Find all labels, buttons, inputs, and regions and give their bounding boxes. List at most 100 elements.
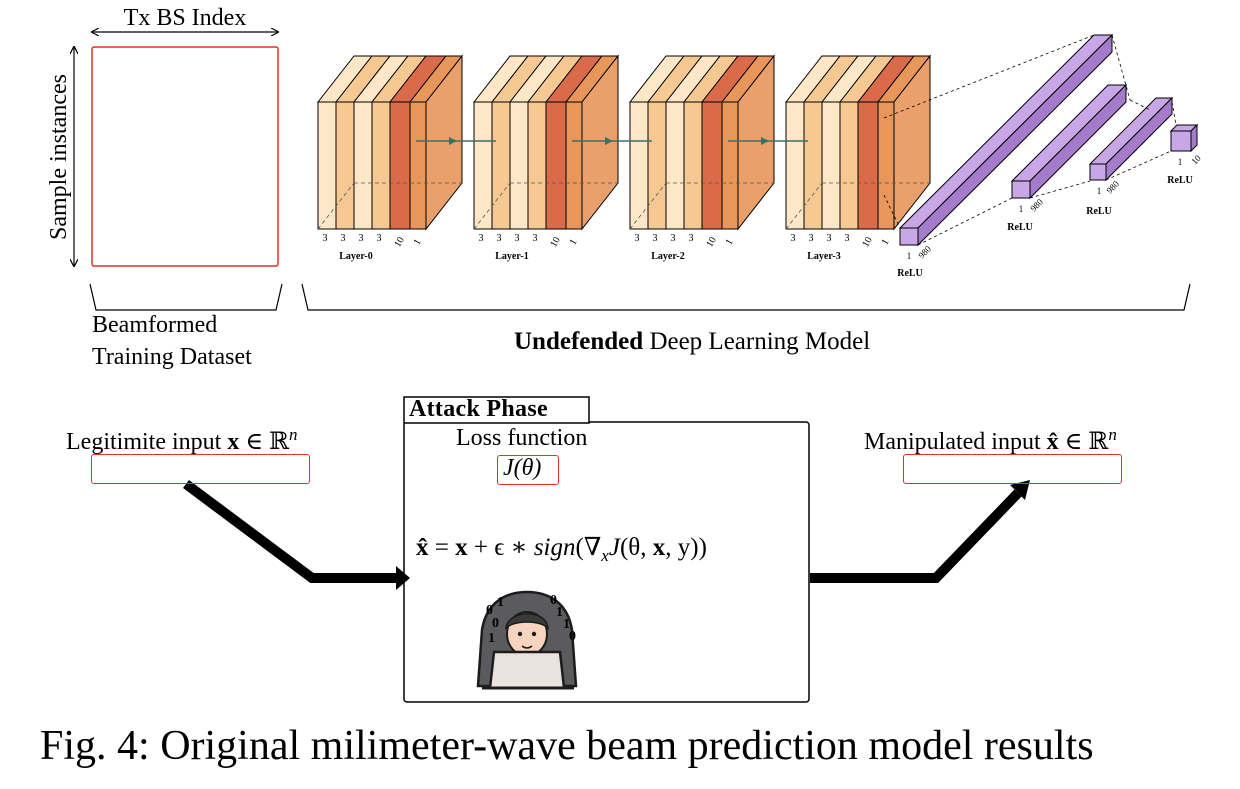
conv-dim-label: 3 bbox=[809, 233, 814, 244]
dense-dim-label: 980 bbox=[916, 243, 933, 260]
dense-connector bbox=[1171, 101, 1177, 126]
input-arrow bbox=[183, 479, 398, 583]
conv-layer-label: Layer-3 bbox=[807, 251, 841, 262]
conv-slice-face bbox=[335, 101, 355, 230]
output-arrowhead bbox=[1010, 480, 1030, 500]
attack-title-frame bbox=[403, 396, 590, 424]
input-set-sup: n bbox=[289, 425, 298, 444]
conv-dim-label: 3 bbox=[515, 233, 520, 244]
dense-dim-label: 1 bbox=[1097, 186, 1102, 196]
dataset-x-label: Tx BS Index bbox=[124, 5, 247, 31]
conv-slice-face bbox=[821, 101, 841, 230]
dense-connector bbox=[1029, 180, 1091, 199]
dense-dim-label: 10 bbox=[1189, 153, 1203, 167]
conv-dim-label: 1 bbox=[568, 237, 580, 247]
conv-hidden-edge bbox=[785, 182, 823, 230]
eq-args-b: , y)) bbox=[665, 534, 707, 561]
hacker-bit: 1 bbox=[556, 605, 563, 620]
input-box bbox=[91, 454, 310, 484]
conv-slice-face bbox=[877, 101, 895, 230]
conv-layer-label: Layer-1 bbox=[495, 251, 529, 262]
dense-dim-label: 1 bbox=[907, 251, 912, 261]
model-caption: Undefended Deep Learning Model bbox=[514, 328, 870, 356]
dense-dim-label: 980 bbox=[1104, 178, 1121, 195]
conv-dim-label: 3 bbox=[323, 233, 328, 244]
hacker-bit: 0 bbox=[492, 616, 499, 631]
conv-dim-label: 3 bbox=[341, 233, 346, 244]
conv-slice-face bbox=[527, 101, 547, 230]
dense-front bbox=[1089, 163, 1107, 181]
hacker-laptop bbox=[488, 650, 566, 690]
loss-symbol: J(θ) bbox=[503, 455, 542, 481]
conv-dim-label: 3 bbox=[689, 233, 694, 244]
conv-slice-face bbox=[683, 101, 703, 230]
output-label-text: Manipulated input bbox=[864, 429, 1041, 455]
eq-x2: x bbox=[652, 534, 666, 561]
eq-plus: + ϵ ∗ bbox=[467, 534, 534, 561]
input-label-text: Legitimite input bbox=[66, 429, 222, 455]
conv-dim-label: 3 bbox=[377, 233, 382, 244]
hacker-mouth bbox=[521, 645, 533, 649]
input-arrowhead bbox=[396, 566, 410, 590]
model-brace bbox=[301, 283, 1191, 311]
eq-x: x bbox=[455, 534, 468, 561]
hacker-bit: 1 bbox=[497, 595, 504, 610]
output-label: Manipulated input x̂ ∈ ℝn bbox=[864, 423, 1117, 456]
output-box bbox=[903, 454, 1122, 484]
attack-box bbox=[403, 421, 810, 703]
model-caption-rest: Deep Learning Model bbox=[643, 328, 871, 355]
dense-block-2: 1 980 ReLU bbox=[1086, 96, 1174, 217]
conv-dim-label: 1 bbox=[412, 237, 424, 247]
conv-dim-label: 10 bbox=[860, 235, 875, 249]
conv-slice-face bbox=[647, 101, 667, 230]
hacker-bit: 1 bbox=[488, 631, 495, 646]
dense-activation-label: ReLU bbox=[1086, 206, 1112, 217]
dense-dim-label: 1 bbox=[1019, 204, 1024, 214]
model-caption-bold: Undefended bbox=[514, 328, 644, 355]
output-set-sup: n bbox=[1108, 425, 1117, 444]
dense-front bbox=[1011, 180, 1031, 199]
conv-dim-label: 10 bbox=[392, 235, 407, 249]
fgsm-equation: x̂ = x + ϵ ∗ sign(∇xJ(θ, x, y)) bbox=[416, 532, 707, 567]
hacker-bit: 0 bbox=[550, 593, 557, 608]
hacker-hair bbox=[505, 613, 549, 631]
conv-dim-label: 3 bbox=[359, 233, 364, 244]
conv-slice-face bbox=[371, 101, 391, 230]
figure-caption: Fig. 4: Original milimeter-wave beam pre… bbox=[40, 723, 1094, 769]
conv-layers: 3 3 3 3 10 1 Layer-0 3 3 3 3 10 1 Layer-1 3 3 3 3 10 1 Layer… bbox=[316, 54, 932, 262]
conv-dim-label: 10 bbox=[704, 235, 719, 249]
conv-dim-label: 3 bbox=[827, 233, 832, 244]
conv-slice-face bbox=[665, 101, 685, 230]
output-arrow bbox=[810, 489, 1022, 583]
conv-block-2: 3 3 3 3 10 1 Layer-2 bbox=[628, 54, 776, 262]
conv-dim-label: 3 bbox=[497, 233, 502, 244]
dataset-caption-line1: Beamformed bbox=[92, 312, 218, 338]
conv-hidden-edge bbox=[317, 182, 355, 230]
conv-dim-label: 3 bbox=[635, 233, 640, 244]
hacker-eye-right bbox=[531, 631, 537, 637]
eq-args-a: (θ, bbox=[619, 534, 653, 561]
output-set: ∈ ℝ bbox=[1058, 429, 1109, 455]
eq-equals: = bbox=[428, 534, 456, 561]
conv-dim-label: 3 bbox=[653, 233, 658, 244]
conv-slice-face bbox=[353, 101, 373, 230]
conv-slice-face bbox=[409, 101, 427, 230]
conv-dim-label: 1 bbox=[880, 237, 892, 247]
hacker-bit: 0 bbox=[486, 603, 493, 618]
conv-layer-label: Layer-2 bbox=[651, 251, 685, 262]
dataset-matrix-frame bbox=[91, 46, 279, 267]
conv-slice-face bbox=[721, 101, 739, 230]
conv-dim-label: 10 bbox=[548, 235, 563, 249]
dense-connector bbox=[1129, 99, 1151, 111]
conv-block-1: 3 3 3 3 10 1 Layer-1 bbox=[472, 54, 620, 262]
eq-lhs: x̂ bbox=[416, 534, 429, 561]
eq-grad-sub: x bbox=[601, 546, 609, 565]
conv-dim-label: 3 bbox=[671, 233, 676, 244]
conv-block-3: 3 3 3 3 10 1 Layer-3 bbox=[784, 54, 932, 262]
conv-dim-label: 3 bbox=[791, 233, 796, 244]
dense-connector bbox=[883, 34, 1095, 119]
conv-slice-face bbox=[565, 101, 583, 230]
conv-dim-label: 3 bbox=[533, 233, 538, 244]
